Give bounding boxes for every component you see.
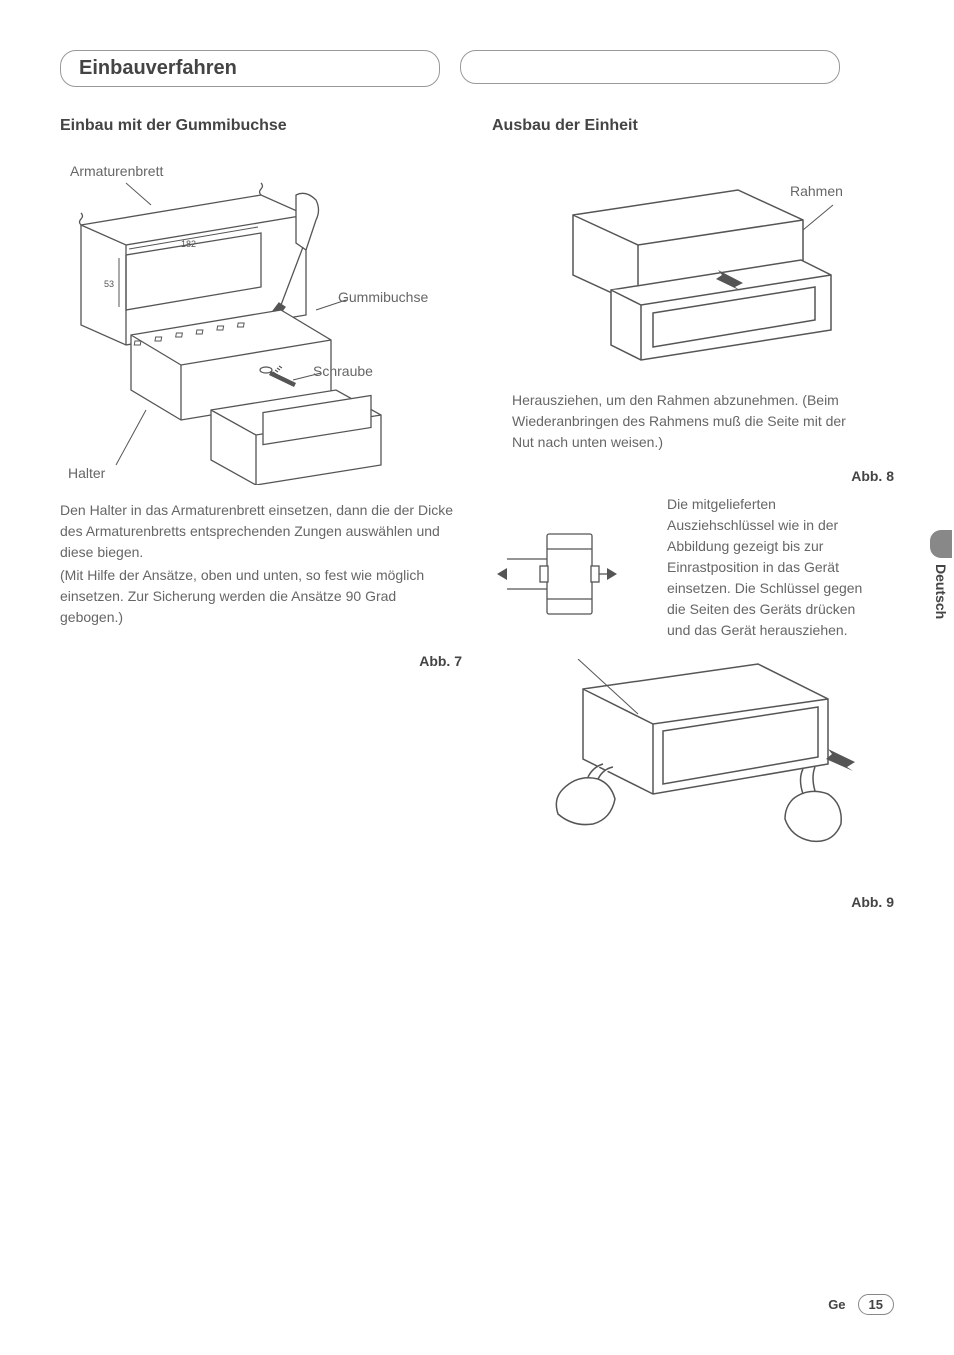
svg-text:53: 53 — [104, 279, 114, 289]
left-heading: Einbau mit der Gummibuchse — [60, 117, 462, 135]
label-dashboard: Armaturenbrett — [70, 163, 163, 179]
diagram-fig8: Rahmen — [492, 175, 894, 375]
section-title: Einbauverfahren — [60, 50, 440, 87]
side-tab: Deutsch — [928, 530, 954, 619]
header-row: Einbauverfahren — [60, 50, 894, 87]
fig9-abb: Abb. 9 — [492, 894, 894, 910]
right-heading: Ausbau der Einheit — [492, 117, 894, 135]
page-number: 15 — [858, 1294, 894, 1315]
fig9-row: Die mitgelieferten Ausziehschlüssel wie … — [492, 494, 894, 669]
label-bushing: Gummibuchse — [338, 289, 428, 305]
fig9-key-svg — [492, 494, 652, 664]
fig7-svg: 182 53 — [60, 165, 462, 485]
section-title-empty — [460, 50, 840, 84]
svg-text:182: 182 — [181, 239, 196, 249]
fig9-lower-svg — [492, 659, 894, 879]
fig8-abb: Abb. 8 — [492, 468, 894, 484]
label-screw: Schraube — [313, 363, 373, 379]
diagram-fig7: 182 53 — [60, 165, 462, 485]
page-container: Einbauverfahren Einbau mit der Gummibuch… — [0, 0, 954, 1355]
side-tab-marker — [930, 530, 952, 558]
diagram-fig9-lower — [492, 659, 894, 879]
fig8-svg — [492, 175, 894, 375]
fig7-body1: Den Halter in das Armaturenbrett einsetz… — [60, 500, 462, 563]
left-column: Einbau mit der Gummibuchse — [60, 117, 462, 910]
label-frame: Rahmen — [790, 183, 843, 199]
fig7-body2: (Mit Hilfe der Ansätze, oben und unten, … — [60, 565, 462, 628]
right-column: Ausbau der Einheit — [492, 117, 894, 910]
side-language: Deutsch — [933, 564, 949, 619]
footer: Ge 15 — [828, 1294, 894, 1315]
fig8-body: Herausziehen, um den Rahmen abzunehmen. … — [492, 390, 894, 453]
fig9-body: Die mitgelieferten Ausziehschlüssel wie … — [667, 494, 894, 641]
footer-lang-code: Ge — [828, 1297, 845, 1312]
content-row: Einbau mit der Gummibuchse — [60, 117, 894, 910]
label-holder: Halter — [68, 465, 105, 481]
fig7-abb: Abb. 7 — [60, 653, 462, 669]
